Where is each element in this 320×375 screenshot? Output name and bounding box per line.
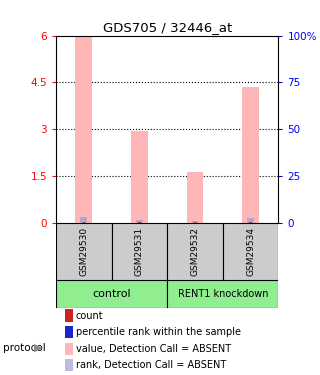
Text: percentile rank within the sample: percentile rank within the sample (76, 327, 241, 337)
Bar (56, 223, 112, 280)
Bar (223, 223, 278, 280)
Bar (136, 220, 143, 223)
Bar (249, 222, 252, 223)
Bar (247, 218, 254, 223)
Text: GSM29531: GSM29531 (135, 226, 144, 276)
Bar (242, 87, 259, 223)
Bar (65, 309, 74, 322)
Text: ▶: ▶ (34, 343, 42, 352)
Bar (167, 280, 278, 308)
Text: value, Detection Call = ABSENT: value, Detection Call = ABSENT (76, 344, 231, 354)
Text: GSM29532: GSM29532 (190, 227, 199, 276)
Text: count: count (76, 310, 104, 321)
Bar (167, 223, 223, 280)
Bar (65, 326, 74, 338)
Bar (112, 223, 167, 280)
Text: RENT1 knockdown: RENT1 knockdown (178, 289, 268, 299)
Text: GSM29530: GSM29530 (79, 226, 88, 276)
Text: protocol: protocol (3, 343, 46, 352)
Bar (187, 172, 203, 223)
Title: GDS705 / 32446_at: GDS705 / 32446_at (103, 21, 232, 34)
Bar (131, 131, 148, 223)
Bar (80, 217, 87, 223)
Bar (65, 359, 74, 371)
Bar (65, 342, 74, 355)
Bar (192, 221, 198, 223)
Text: control: control (92, 289, 131, 299)
Bar (194, 222, 196, 223)
Bar (56, 280, 167, 308)
Bar (83, 222, 85, 223)
Bar (138, 222, 141, 223)
Text: rank, Detection Call = ABSENT: rank, Detection Call = ABSENT (76, 360, 226, 370)
Bar (76, 37, 92, 223)
Text: GSM29534: GSM29534 (246, 227, 255, 276)
